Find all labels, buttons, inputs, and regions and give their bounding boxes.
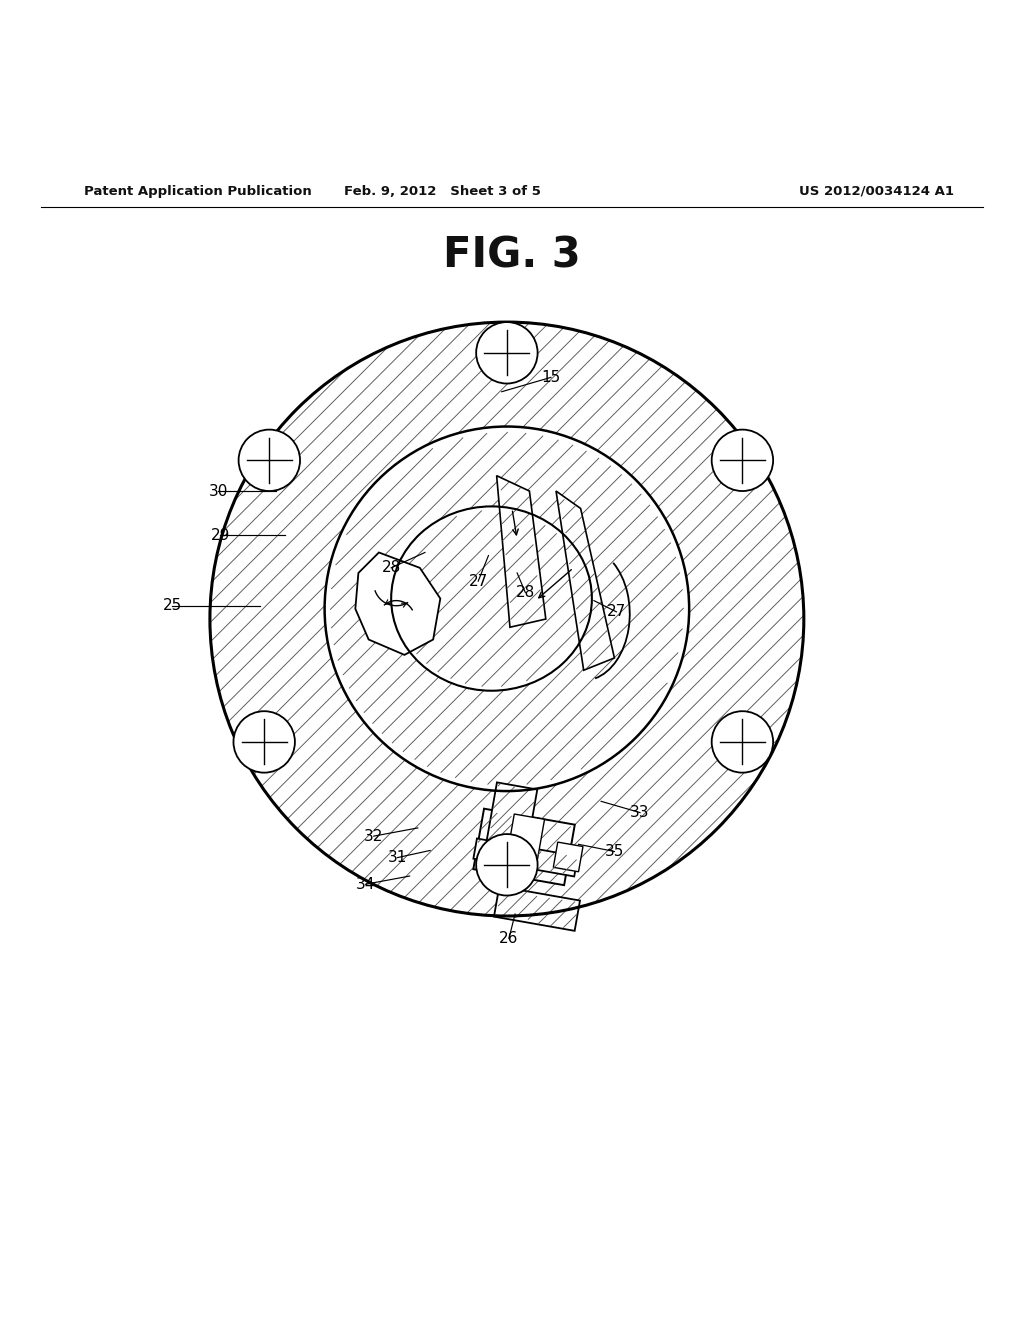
Ellipse shape (391, 507, 592, 690)
Polygon shape (473, 809, 574, 886)
Text: 28: 28 (516, 585, 535, 599)
Text: 27: 27 (469, 574, 487, 589)
Text: 27: 27 (607, 605, 626, 619)
Text: 33: 33 (630, 805, 650, 820)
Polygon shape (507, 814, 545, 862)
Text: FIG. 3: FIG. 3 (443, 235, 581, 276)
Text: 28: 28 (382, 560, 400, 576)
Text: US 2012/0034124 A1: US 2012/0034124 A1 (799, 185, 953, 198)
Polygon shape (480, 783, 538, 886)
Text: 15: 15 (542, 370, 560, 385)
Text: Feb. 9, 2012   Sheet 3 of 5: Feb. 9, 2012 Sheet 3 of 5 (344, 185, 541, 198)
Circle shape (233, 711, 295, 772)
Polygon shape (355, 553, 440, 655)
Circle shape (210, 322, 804, 916)
Polygon shape (497, 475, 546, 627)
Circle shape (712, 711, 773, 772)
Text: 34: 34 (356, 876, 375, 892)
Text: 26: 26 (500, 931, 518, 946)
Circle shape (476, 834, 538, 895)
Text: 30: 30 (209, 483, 227, 499)
Text: 32: 32 (365, 829, 383, 843)
Circle shape (476, 322, 538, 384)
Text: 35: 35 (605, 843, 624, 859)
Text: 25: 25 (163, 598, 181, 614)
Text: Patent Application Publication: Patent Application Publication (84, 185, 311, 198)
Text: 31: 31 (388, 850, 407, 865)
Circle shape (239, 429, 300, 491)
Polygon shape (473, 838, 578, 876)
Polygon shape (494, 886, 580, 931)
Polygon shape (556, 491, 614, 671)
Text: 29: 29 (211, 528, 229, 543)
Circle shape (325, 426, 689, 791)
Circle shape (712, 429, 773, 491)
Polygon shape (553, 842, 583, 871)
